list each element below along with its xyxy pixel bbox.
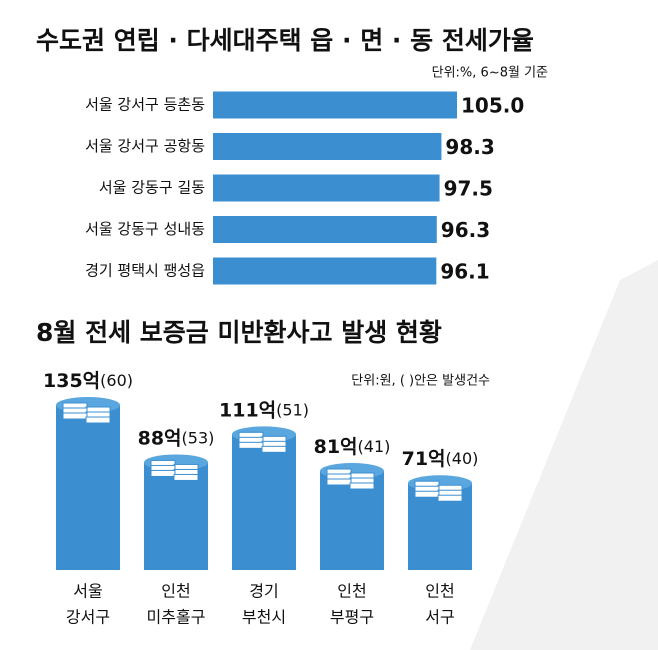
x-tick-label: 인천: [425, 582, 454, 601]
value-label: 96.3: [441, 218, 490, 242]
bar: [213, 174, 440, 202]
money-icon: [437, 494, 463, 502]
money-icon: [349, 482, 375, 490]
chart-title: 수도권 연립 · 다세대주택 읍 · 면 · 동 전세가율: [36, 26, 534, 55]
amount-label: 88억: [138, 427, 182, 449]
count-label: (41): [358, 437, 391, 456]
value-label: 96.1: [440, 260, 489, 284]
bar: [213, 133, 442, 160]
amount-label: 135억: [43, 370, 100, 392]
count-label: (51): [276, 400, 309, 419]
money-icon: [414, 490, 440, 498]
money-icon: [173, 473, 199, 481]
y-tick-label: 경기 평택시 팽성읍: [85, 262, 205, 280]
money-icon: [238, 441, 264, 449]
x-tick-label: 부천시: [242, 608, 286, 627]
y-tick-label: 서울 강동구 길동: [99, 179, 205, 197]
bar: [213, 257, 437, 285]
chart-subtitle: 단위:%, 6~8월 기준: [432, 66, 548, 81]
x-tick-label: 부평구: [330, 608, 374, 627]
chart-subtitle: 단위:원, ( )안은 발생건수: [351, 374, 490, 389]
money-icon: [326, 478, 352, 486]
value-label: 111억(51): [219, 399, 309, 421]
count-label: (53): [182, 428, 215, 447]
value-label: 71억(40): [402, 448, 479, 470]
bar: [213, 91, 457, 119]
bar: [56, 405, 120, 570]
paper-backdrop: [470, 260, 658, 650]
x-tick-label: 인천: [161, 582, 190, 601]
count-label: (60): [100, 371, 133, 390]
money-icon: [85, 416, 111, 424]
money-icon: [261, 445, 287, 453]
x-tick-label: 경기: [249, 582, 278, 601]
x-tick-label: 인천: [337, 582, 366, 601]
count-label: (40): [446, 449, 479, 468]
money-icon: [62, 412, 88, 420]
y-tick-label: 서울 강동구 성내동: [85, 220, 205, 238]
bar: [232, 434, 296, 570]
value-label: 105.0: [461, 94, 524, 118]
amount-label: 111억: [219, 399, 276, 421]
value-label: 98.3: [445, 135, 494, 159]
amount-label: 71억: [402, 448, 446, 470]
chart-title: 8월 전세 보증금 미반환사고 발생 현황: [36, 318, 442, 347]
x-tick-label: 서구: [425, 608, 454, 627]
amount-label: 81억: [314, 436, 358, 458]
x-tick-label: 미추홀구: [147, 608, 206, 627]
bar: [213, 216, 437, 243]
value-label: 88억(53): [138, 427, 215, 449]
y-tick-label: 서울 강서구 등촌동: [85, 96, 205, 114]
money-icon: [150, 469, 176, 477]
y-tick-label: 서울 강서구 공항동: [85, 137, 205, 155]
value-label: 135억(60): [43, 370, 133, 392]
value-label: 81억(41): [314, 436, 391, 458]
x-tick-label: 강서구: [66, 608, 110, 627]
value-label: 97.5: [444, 177, 493, 201]
x-tick-label: 서울: [73, 582, 102, 601]
